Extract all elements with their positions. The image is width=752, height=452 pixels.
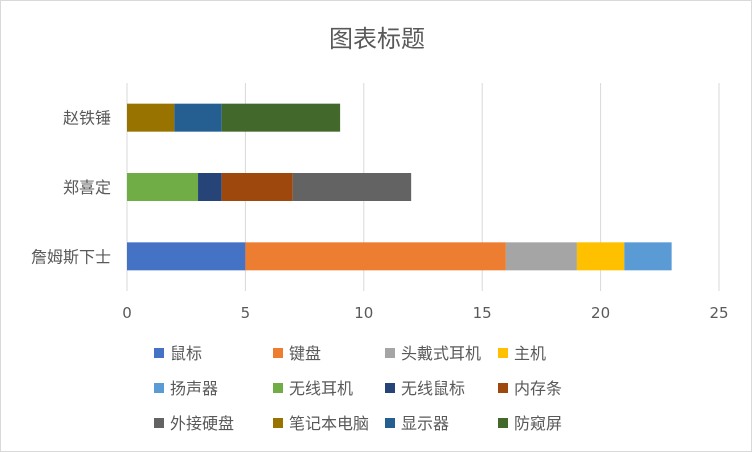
legend-swatch (154, 348, 164, 358)
legend-swatch (154, 383, 164, 393)
bar-segment (127, 103, 175, 132)
bar-segment (245, 242, 506, 271)
legend-swatch (385, 383, 395, 393)
legend-label: 鼠标 (170, 344, 202, 363)
bars-layer (127, 103, 672, 271)
legend-swatch (498, 418, 508, 428)
legend-label: 无线鼠标 (401, 379, 465, 398)
x-tick-label: 25 (709, 304, 728, 322)
bar-segment (505, 242, 577, 271)
x-tick-label: 5 (241, 304, 251, 322)
chart-title: 图表标题 (329, 25, 425, 53)
axis-layer: 0 5 10 15 20 25 詹姆斯下士 郑喜定 赵铁锤 (31, 109, 729, 322)
legend-label: 键盘 (289, 344, 321, 363)
bar-segment (174, 103, 222, 132)
legend-label: 无线耳机 (289, 379, 353, 398)
bar-segment (127, 173, 199, 201)
legend-label: 防窥屏 (514, 414, 562, 433)
legend-label: 主机 (514, 344, 546, 363)
x-tick-label: 20 (591, 304, 610, 322)
bar-segment (127, 242, 246, 271)
legend-swatch (498, 383, 508, 393)
bar-segment (624, 242, 672, 271)
x-tick-label: 10 (354, 304, 373, 322)
legend-swatch (154, 418, 164, 428)
bar-segment (221, 173, 293, 201)
legend-swatch (273, 383, 283, 393)
bar-segment (292, 173, 412, 201)
bar-segment (576, 242, 625, 271)
legend-label: 头戴式耳机 (401, 344, 481, 363)
legend-label: 显示器 (401, 414, 449, 433)
bar-segment (198, 173, 222, 201)
legend-swatch (498, 348, 508, 358)
legend-label: 内存条 (514, 379, 562, 398)
y-category-label: 赵铁锤 (63, 109, 111, 128)
x-tick-label: 15 (473, 304, 492, 322)
legend-swatch (385, 348, 395, 358)
bar-segment (221, 103, 341, 132)
legend-swatch (273, 418, 283, 428)
legend-swatch (273, 348, 283, 358)
y-category-label: 郑喜定 (63, 178, 111, 197)
x-tick-label: 0 (122, 304, 132, 322)
legend-label: 笔记本电脑 (289, 414, 369, 433)
legend-swatch (385, 418, 395, 428)
legend-label: 扬声器 (170, 379, 218, 398)
y-category-label: 詹姆斯下士 (31, 247, 111, 266)
legend-label: 外接硬盘 (170, 414, 234, 433)
